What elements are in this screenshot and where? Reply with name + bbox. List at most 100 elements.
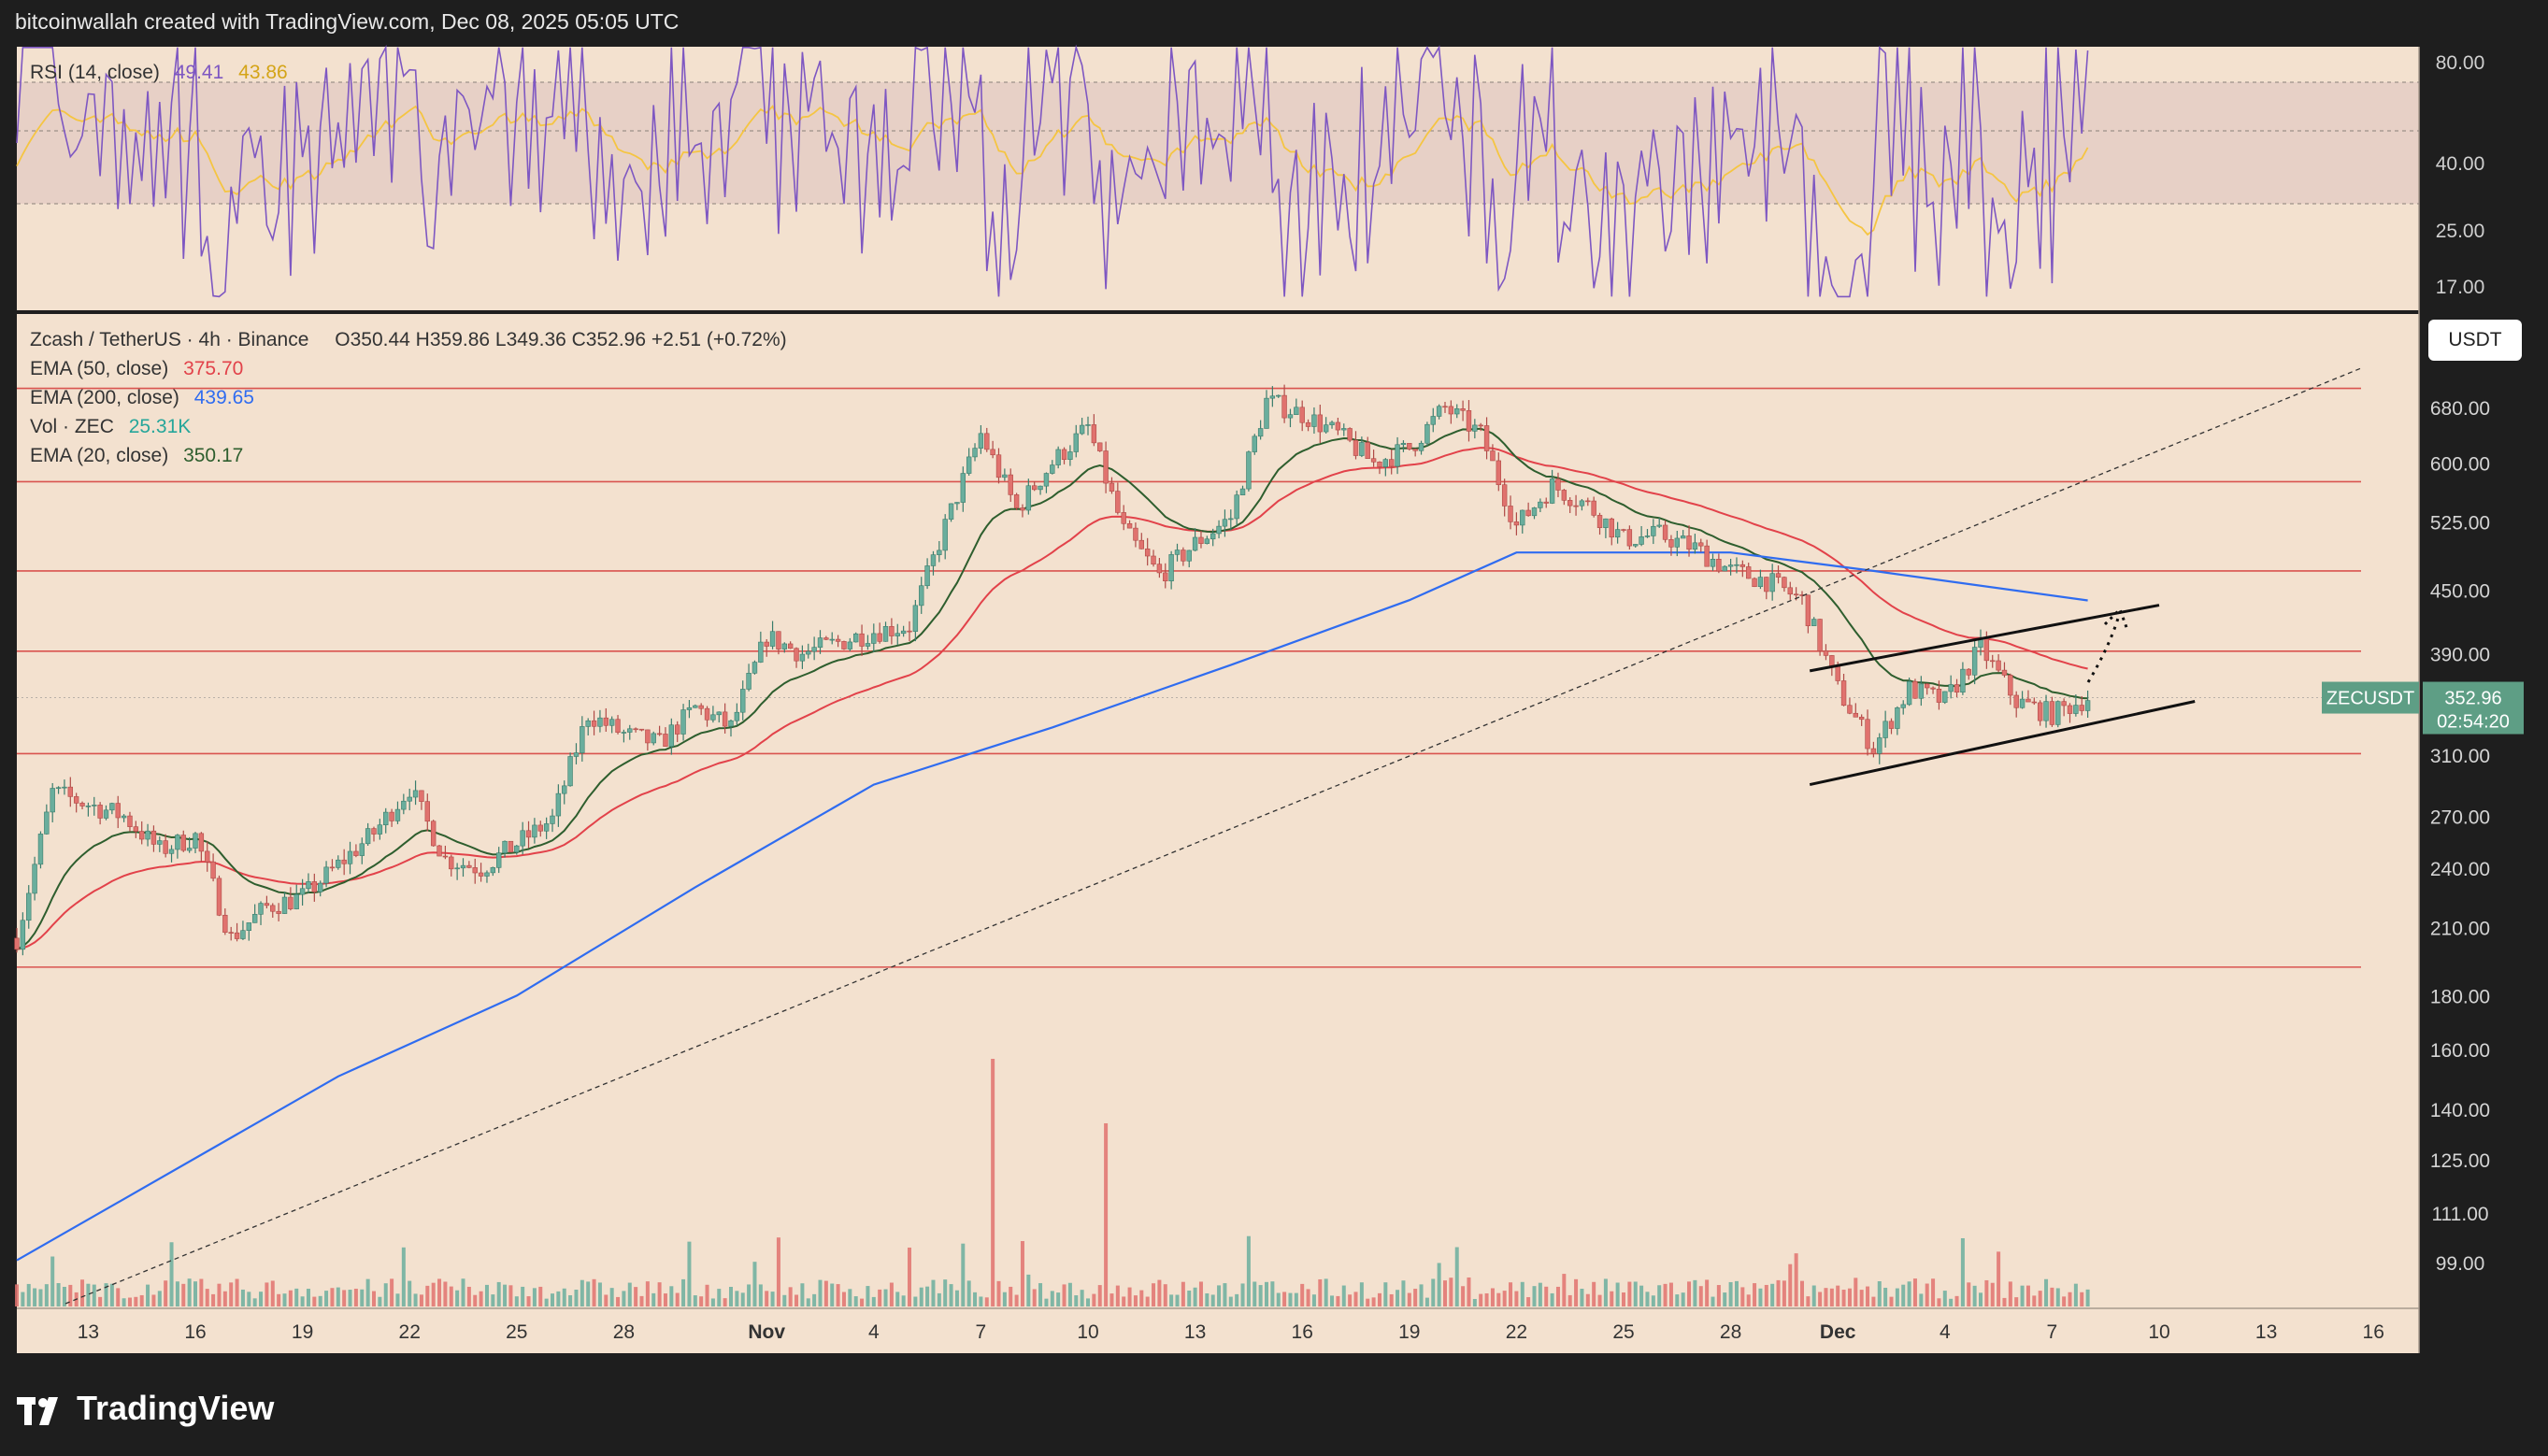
candle-body [222,914,228,933]
candle [412,780,419,806]
candle [1323,417,1329,434]
candle [537,821,543,837]
candle [835,635,841,648]
volume-bar [866,1286,870,1306]
candle-body [811,647,817,652]
candle [1109,477,1115,494]
candle-body [686,707,693,710]
candle [1228,509,1234,531]
candle [73,792,79,813]
candle-body [1264,397,1269,429]
volume-bar [1258,1285,1263,1306]
volume-bar [1348,1294,1353,1306]
candle-body [769,631,776,647]
currency-button[interactable]: USDT [2428,320,2522,361]
candle [1668,535,1674,556]
candle-body [1389,459,1395,467]
candle [1151,550,1156,567]
candle-body [704,707,710,721]
price-tick-label: 160.00 [2430,1040,2490,1062]
candle-body [157,840,163,845]
candle [1775,565,1782,584]
candle-body [1365,442,1370,459]
volume-bar [1645,1292,1650,1306]
candle [698,703,704,716]
candle [281,892,288,914]
volume-bar [592,1278,596,1306]
candle-body [1793,593,1799,596]
candle-body [251,914,258,923]
ema20-legend[interactable]: EMA (20, close) 350.17 [30,445,243,467]
candle-body [912,605,919,633]
volume-bar [1651,1295,1655,1306]
candle [1216,520,1222,539]
candle [1817,619,1823,656]
candle-body [942,519,948,551]
candle-body [1633,544,1639,547]
tradingview-logo[interactable]: TradingView [17,1389,274,1428]
candle [1239,485,1246,496]
candle-body [1734,564,1739,566]
candle-body [1186,550,1192,562]
ema200-legend[interactable]: EMA (200, close) 439.65 [30,387,254,409]
candle [1121,505,1126,531]
candle-body [73,796,79,804]
volume-bar [300,1296,305,1306]
volume-bar [247,1292,251,1306]
symbol-title[interactable]: Zcash / TetherUS · 4h · Binance [30,329,309,350]
candle [336,855,341,870]
candle-body [389,811,394,821]
volume-bar [532,1288,537,1306]
candle [341,849,347,876]
volume-bar [1401,1280,1406,1306]
volume-legend[interactable]: Vol · ZEC 25.31K [30,416,191,438]
candle-body [734,711,740,721]
volume-bar [1502,1291,1507,1306]
candle [2001,662,2008,678]
volume-bar [1567,1294,1572,1306]
volume-bar [1080,1290,1084,1306]
volume-bar [622,1291,626,1306]
volume-bar [2002,1297,2007,1306]
candle-body [1596,515,1603,528]
volume-bar [574,1290,579,1306]
volume-bar [770,1292,775,1306]
price-tick-label: 111.00 [2431,1204,2488,1225]
volume-bar [1424,1297,1429,1306]
volume-bar [1716,1285,1721,1306]
candle [1614,521,1621,544]
chart-attribution: bitcoinwallah created with TradingView.c… [15,9,680,34]
candle [1246,450,1252,492]
candle-body [1549,478,1555,504]
volume-bar [1050,1291,1054,1306]
volume-bar [1866,1286,1870,1306]
ema50-legend[interactable]: EMA (50, close) 375.70 [30,358,243,380]
candle-body [353,850,359,856]
candle-body [621,732,627,734]
candle-body [1674,537,1681,548]
candle-body [1764,577,1769,592]
candle [311,873,318,902]
candle [948,503,954,522]
volume-bar [395,1293,400,1306]
candle-body [859,633,865,647]
candle [1906,678,1912,707]
candle [1490,444,1496,462]
volume-bar [146,1284,150,1306]
candle [852,632,859,643]
volume-bar [580,1279,584,1306]
rsi-label: RSI (14, close) [30,62,160,83]
candle [508,840,514,853]
volume-bar [1330,1295,1335,1306]
volume-bar [1912,1278,1917,1306]
candle-body [306,881,311,890]
volume-bar [1847,1288,1852,1306]
candle-body [329,866,336,869]
volume-bar [491,1294,495,1306]
candle-body [401,800,407,810]
candle [2026,690,2031,703]
volume-bar [1776,1279,1781,1306]
volume-bar [1193,1287,1197,1306]
candle-body [1067,451,1073,460]
candle [1739,560,1746,578]
